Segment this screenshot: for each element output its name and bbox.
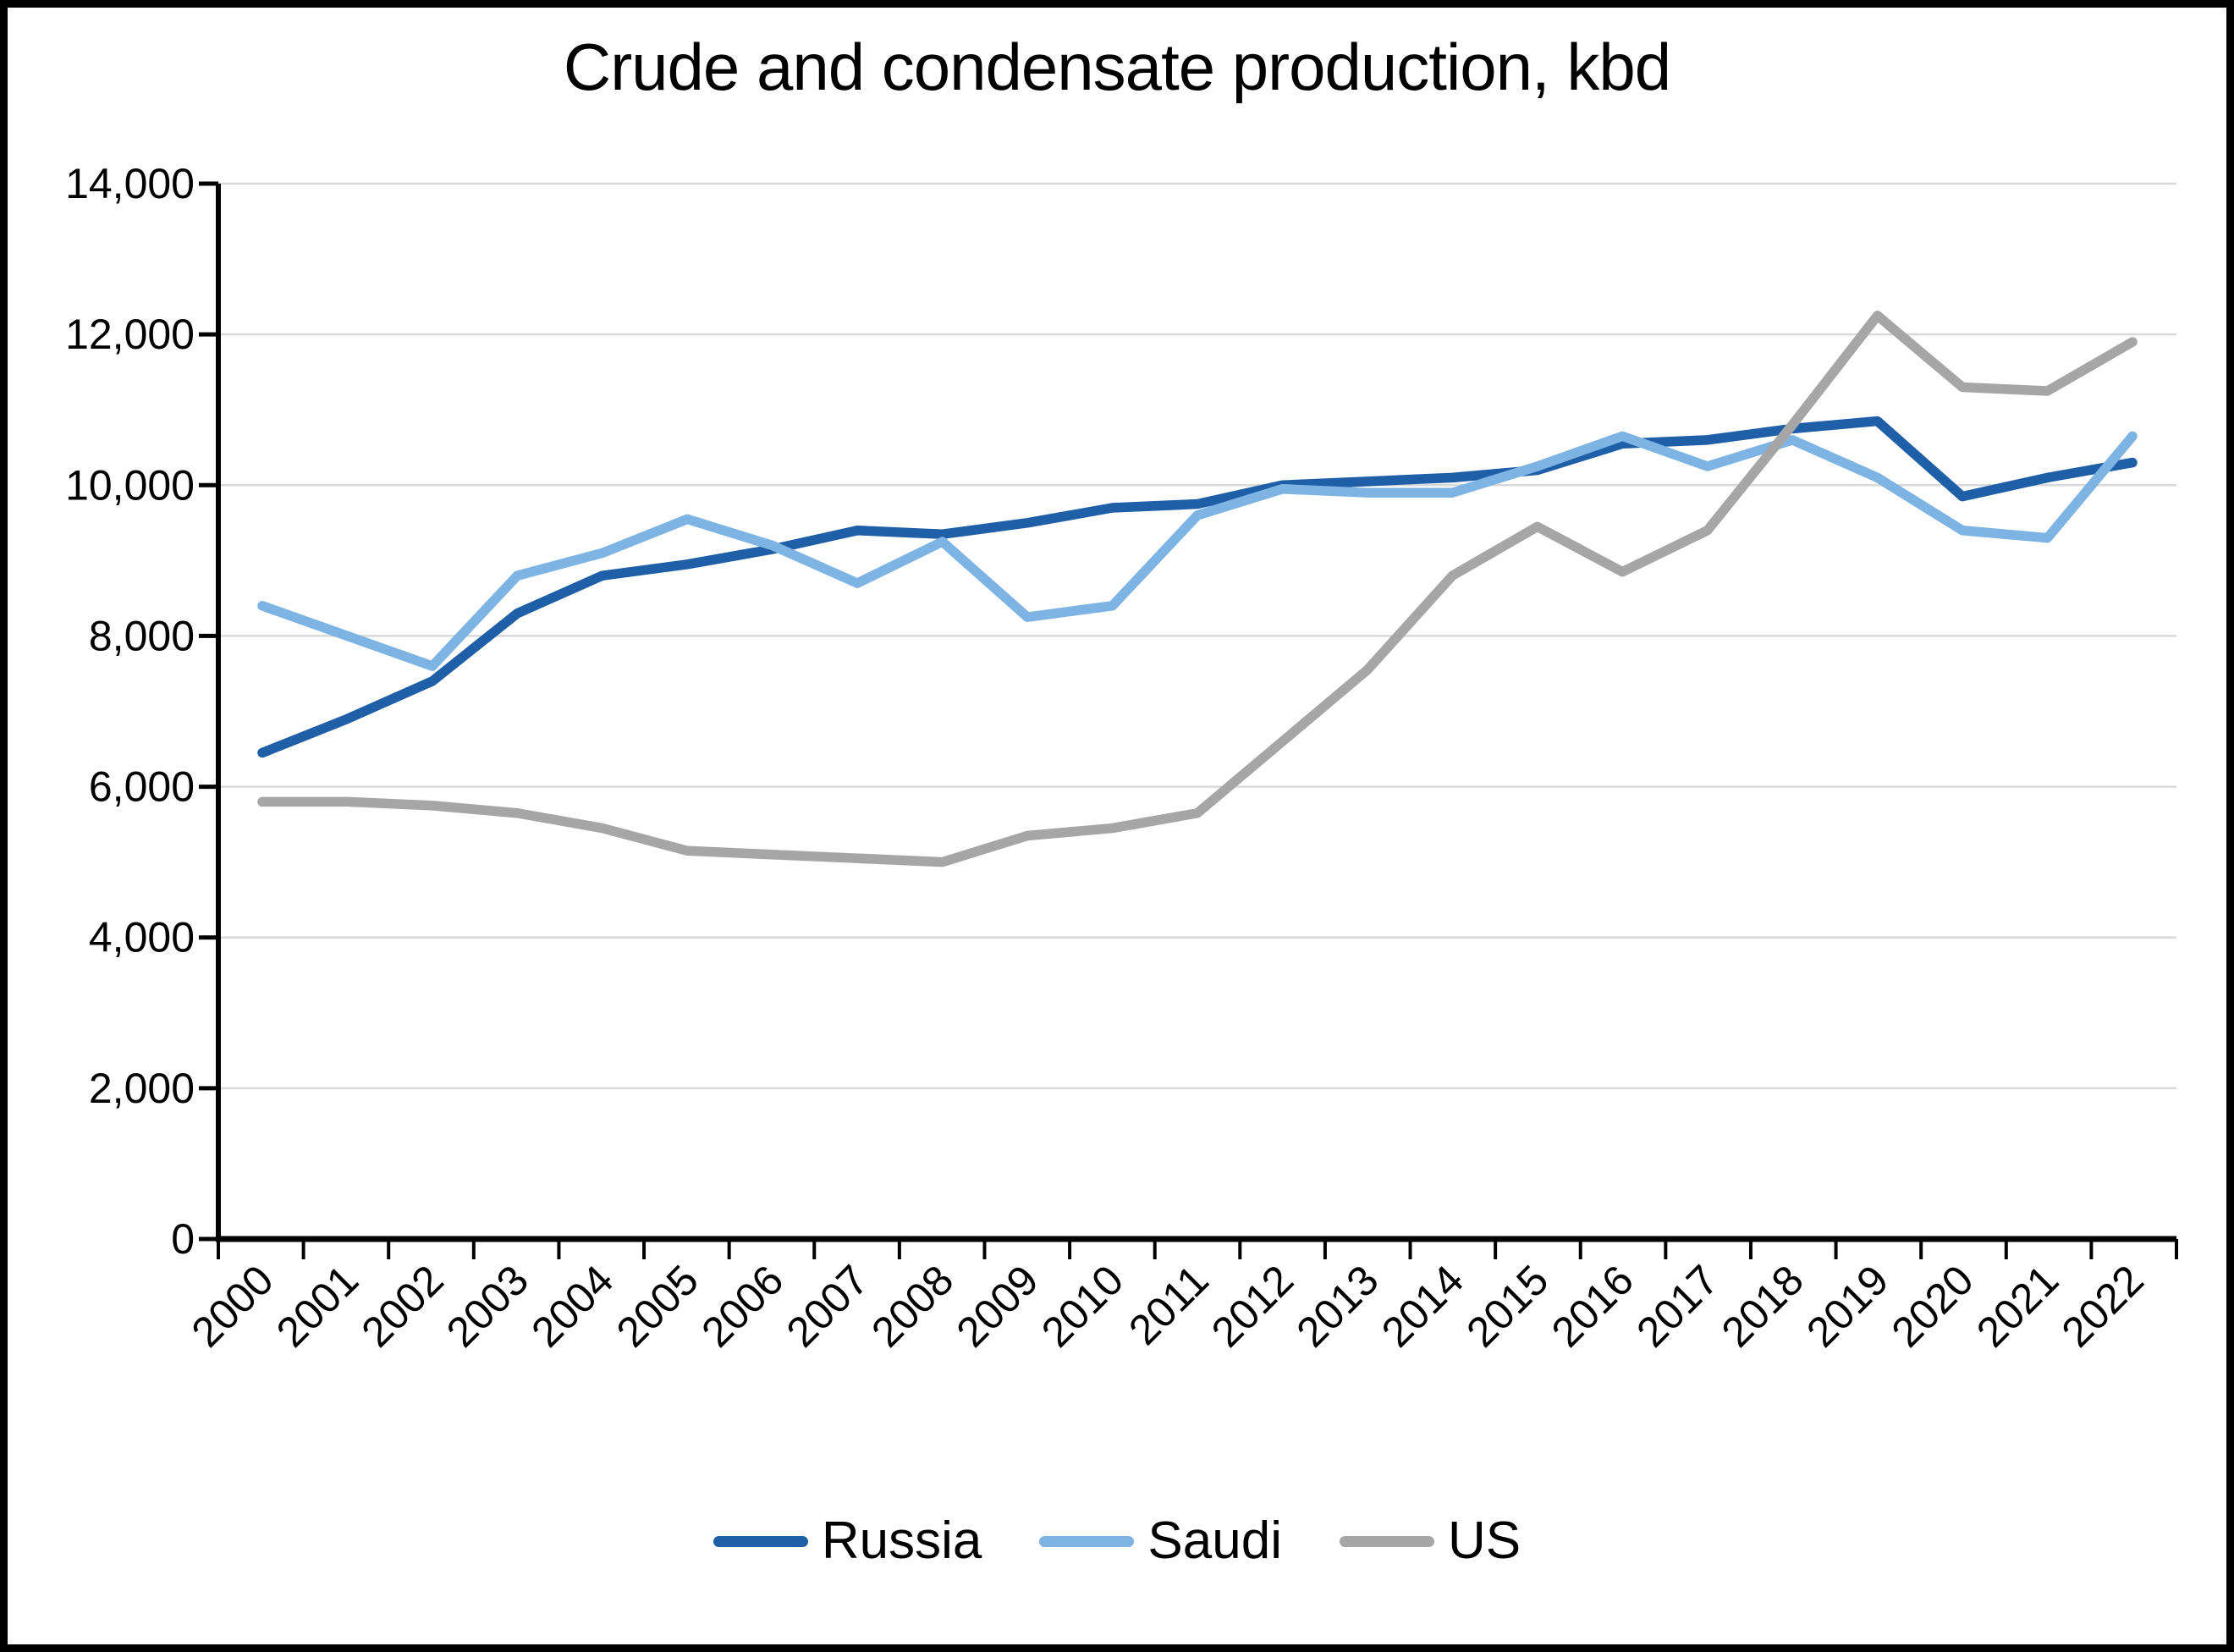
legend-swatch-us <box>1339 1535 1434 1547</box>
x-axis-label: 2002 <box>352 1256 452 1356</box>
x-axis-label: 2010 <box>1032 1256 1132 1356</box>
legend-label: Russia <box>821 1512 982 1570</box>
x-axis-label: 2006 <box>692 1256 792 1356</box>
legend: Russia Saudi US <box>0 1515 2234 1567</box>
x-axis-label: 2020 <box>1883 1256 1983 1356</box>
x-axis-label: 2005 <box>608 1256 707 1356</box>
y-axis-label: 10,000 <box>65 461 195 509</box>
x-axis-label: 2007 <box>778 1256 878 1356</box>
legend-item-saudi: Saudi <box>1039 1515 1282 1567</box>
x-axis-label: 2015 <box>1457 1256 1557 1356</box>
legend-label: Saudi <box>1147 1512 1282 1570</box>
chart-title: Crude and condensate production, kbd <box>563 30 1671 104</box>
y-axis-label: 0 <box>171 1215 195 1263</box>
x-axis-label: 2008 <box>862 1256 962 1356</box>
y-axis-label: 2,000 <box>89 1065 195 1112</box>
x-axis-label: 2004 <box>522 1256 622 1356</box>
y-axis-label: 8,000 <box>89 612 195 659</box>
x-axis-label: 2014 <box>1373 1256 1472 1356</box>
legend-swatch-russia <box>713 1535 808 1547</box>
legend-label: US <box>1447 1512 1521 1570</box>
x-axis-label: 2018 <box>1713 1256 1813 1356</box>
series-line-us <box>257 311 2138 867</box>
series-line-saudi <box>257 431 2138 671</box>
x-axis-label: 2013 <box>1287 1256 1387 1356</box>
x-axis-label: 2017 <box>1627 1256 1727 1356</box>
y-axis-label: 6,000 <box>89 763 195 811</box>
y-axis-label: 4,000 <box>89 914 195 961</box>
y-axis-label: 12,000 <box>65 311 195 358</box>
series-line-russia <box>257 416 2138 758</box>
x-axis-label: 2016 <box>1543 1256 1642 1356</box>
x-axis-label: 2001 <box>267 1256 367 1356</box>
x-axis-label: 2019 <box>1797 1256 1897 1356</box>
legend-swatch-saudi <box>1039 1535 1135 1547</box>
y-axis-label: 14,000 <box>65 160 195 207</box>
x-axis-label: 2011 <box>1120 1256 1218 1354</box>
x-axis-label: 2022 <box>2053 1256 2153 1356</box>
legend-item-russia: Russia <box>713 1515 982 1567</box>
x-axis-label: 2000 <box>183 1256 283 1356</box>
x-axis-label: 2012 <box>1202 1256 1302 1356</box>
x-axis-label: 2021 <box>1967 1256 2067 1356</box>
legend-item-us: US <box>1339 1512 1521 1570</box>
x-axis-label: 2003 <box>437 1256 537 1356</box>
x-axis-label: 2009 <box>948 1256 1048 1356</box>
